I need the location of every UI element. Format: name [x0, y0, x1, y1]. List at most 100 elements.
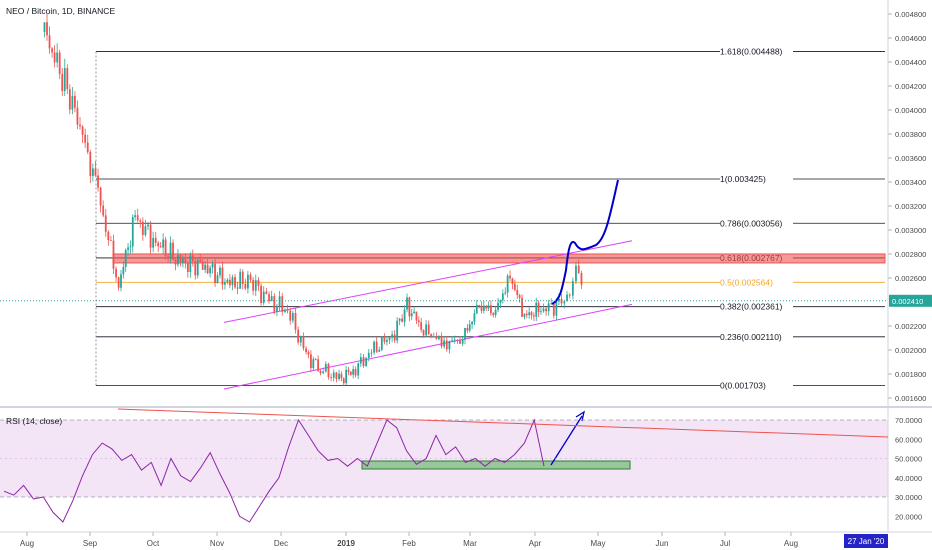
crosshair-date-tag[interactable] — [844, 534, 888, 548]
candle-body — [357, 363, 360, 376]
candle-body — [422, 329, 425, 336]
candle-body — [147, 224, 149, 227]
candle-body — [43, 22, 46, 32]
rsi-tick-label: 20.0000 — [895, 512, 922, 521]
candle-body — [124, 250, 127, 267]
candle-body — [352, 369, 355, 375]
candle-body — [319, 370, 322, 374]
candle-body — [448, 340, 451, 350]
candle-body — [244, 284, 247, 289]
candle-body — [504, 292, 507, 294]
candle-body — [239, 271, 242, 289]
candle-body — [191, 255, 194, 262]
candle-body — [219, 267, 221, 276]
candle-body — [485, 305, 488, 309]
candle-body — [566, 294, 568, 302]
fib-level-label: 0(0.001703) — [720, 381, 766, 391]
channel-upper-line[interactable] — [223, 240, 633, 323]
time-tick-label: Dec — [274, 539, 288, 548]
candle-body — [530, 312, 533, 316]
candle-body — [162, 239, 165, 248]
candle-body — [58, 52, 61, 75]
candle-body — [408, 297, 411, 317]
time-tick-label: 2019 — [337, 539, 355, 548]
price-projection-path[interactable] — [551, 179, 619, 305]
rsi-tick-label: 70.0000 — [895, 416, 922, 425]
candle-body — [453, 339, 456, 341]
candle-body — [254, 280, 257, 291]
candle-body — [338, 373, 340, 379]
candle-body — [575, 265, 577, 282]
candle-body — [438, 335, 440, 339]
resistance-zone[interactable] — [112, 253, 886, 264]
current-price-tag[interactable] — [889, 294, 932, 307]
rsi-indicator — [0, 408, 889, 523]
candle-body — [284, 309, 286, 312]
candle-body — [184, 259, 187, 264]
candle-body — [528, 312, 531, 316]
candle-body — [401, 318, 403, 322]
candle-body — [216, 275, 219, 284]
price-tick-label: 0.003000 — [895, 226, 926, 235]
candle-body — [347, 369, 350, 372]
candle-body — [398, 318, 401, 321]
candle-body — [172, 242, 174, 260]
price-tick-label: 0.004600 — [895, 34, 926, 43]
candle-body — [349, 371, 352, 375]
candle-body — [516, 289, 519, 296]
candle-body — [199, 259, 202, 262]
price-axis[interactable]: 0.004800 0.004600 0.004400 0.004200 0.004000… — [0, 10, 932, 403]
candle-body — [265, 291, 268, 295]
time-tick-label: Aug — [20, 539, 34, 548]
time-tick-label: Jul — [720, 539, 730, 548]
time-axis[interactable]: Aug Sep Oct Nov Dec 2019 Feb Mar Apr May Jun Jul Aug… — [20, 532, 888, 548]
candle-body — [523, 313, 526, 317]
candle-body — [131, 217, 134, 247]
time-tick-label: Apr — [529, 539, 542, 548]
candle-body — [221, 267, 224, 285]
candle-body — [152, 238, 155, 248]
candle-body — [68, 89, 71, 110]
candle-body — [552, 303, 555, 316]
candle-body — [241, 271, 244, 285]
candle-body — [196, 259, 199, 276]
candle-body — [540, 311, 542, 313]
candle-body — [84, 134, 87, 143]
candle-body — [499, 300, 502, 303]
channel-lines[interactable] — [223, 240, 633, 390]
rsi-trend-line[interactable] — [117, 408, 889, 438]
candle-body — [136, 215, 139, 221]
candle-body — [537, 302, 540, 313]
projection-drawings[interactable] — [550, 179, 619, 466]
time-tick-label: Oct — [147, 539, 160, 548]
candle-body — [307, 352, 310, 355]
candle-body — [558, 298, 560, 302]
candle-body — [182, 259, 184, 263]
rsi-support-zone[interactable] — [361, 460, 631, 470]
fib-level-label: 0.236(0.002110) — [720, 332, 782, 342]
rsi-tick-label: 60.0000 — [895, 435, 922, 444]
candle-body — [494, 310, 497, 316]
candle-body — [354, 369, 357, 376]
candle-body — [270, 296, 273, 302]
candle-body — [535, 302, 538, 317]
rsi-tick-label: 50.0000 — [895, 455, 922, 464]
candle-body — [580, 273, 583, 285]
candle-body — [468, 324, 471, 331]
candle-body — [89, 151, 92, 176]
candle-body — [86, 142, 89, 152]
candle-body — [542, 308, 545, 312]
channel-lower-line[interactable] — [223, 303, 633, 390]
candle-body — [317, 359, 320, 371]
candle-body — [373, 341, 375, 353]
price-tick-label: 0.004400 — [895, 58, 926, 67]
chart-title: NEO / Bitcoin, 1D, BINANCE — [6, 6, 115, 16]
candle-body — [471, 321, 473, 325]
rsi-projection-arrow[interactable] — [550, 415, 583, 466]
time-tick-label: May — [590, 539, 605, 548]
candle-body — [547, 303, 550, 312]
price-tick-label: 0.003800 — [895, 130, 926, 139]
candle-body — [545, 308, 547, 312]
candle-body — [445, 340, 448, 350]
rsi-axis[interactable]: 70.0000 60.0000 50.0000 40.0000 30.0000 20.00… — [895, 416, 922, 521]
